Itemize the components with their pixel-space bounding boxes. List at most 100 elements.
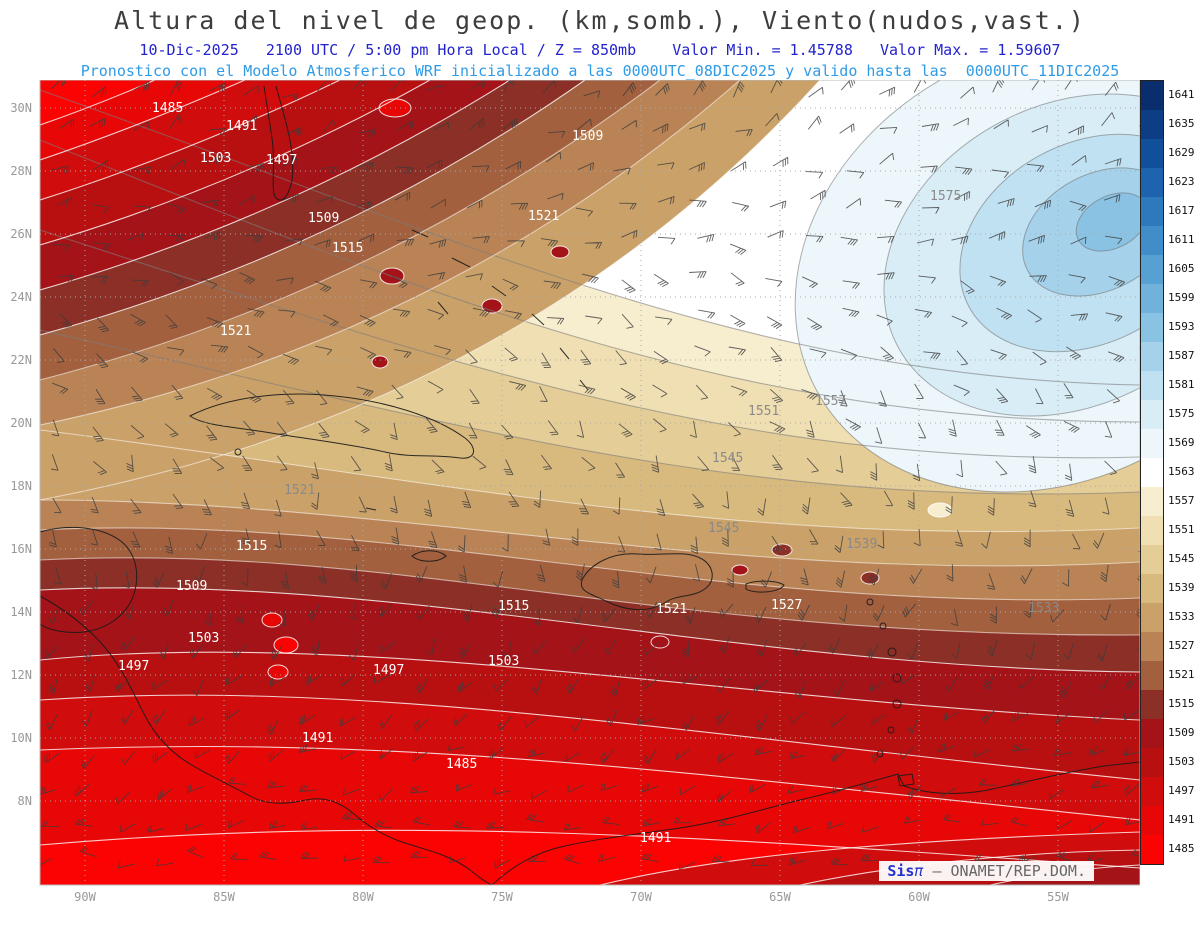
coast-trinidad: [897, 773, 915, 787]
colorbar-label: 1551: [1168, 523, 1195, 536]
contour-line: [599, 831, 1140, 885]
contour-line: [40, 829, 1140, 869]
lat-label: 28N: [10, 164, 32, 178]
coast-jamaica: [411, 550, 447, 562]
contour-label: 1509: [176, 579, 207, 594]
lon-label: 55W: [1047, 890, 1069, 904]
colorbar-label: 1635: [1168, 117, 1195, 130]
contour-label: 1551: [748, 404, 779, 419]
chart-content: 1485 1491 1503 1497 1509 1515 1509 1521 1521 1521…: [0, 80, 1200, 907]
colorbar-swatch: [1141, 487, 1163, 516]
contour-label: 1503: [200, 151, 231, 166]
lat-label: 10N: [10, 731, 32, 745]
map-canvas: 1485 1491 1503 1497 1509 1515 1509 1521 1521 1521…: [10, 80, 1140, 904]
lat-label: 30N: [10, 101, 32, 115]
contour-label: 1491: [226, 119, 257, 134]
colorbar-swatch: [1141, 110, 1163, 139]
colorbar-swatch: [1141, 284, 1163, 313]
colorbar-label: 1491: [1168, 813, 1195, 826]
contour-label: 1497: [266, 153, 297, 168]
contour-line: [40, 89, 1140, 386]
lat-label: 22N: [10, 353, 32, 367]
colorbar-swatch: [1141, 168, 1163, 197]
colorbar-swatch: [1141, 255, 1163, 284]
contour-label: 1503: [488, 654, 519, 669]
coast-antilles: [876, 750, 884, 758]
coast-cayman: [365, 507, 377, 511]
watermark-pi: π: [914, 862, 924, 880]
colorbar-label: 1515: [1168, 697, 1195, 710]
band-high-1593: [1075, 192, 1140, 252]
colorbar-swatch: [1141, 400, 1163, 429]
colorbar-label: 1497: [1168, 784, 1195, 797]
pocket: [771, 543, 793, 557]
contour-line: [40, 527, 1140, 601]
colorbar-label: 1557: [1168, 494, 1195, 507]
colorbar-label: 1605: [1168, 262, 1195, 275]
colorbar-label: 1569: [1168, 436, 1195, 449]
coast-central-america: [40, 595, 493, 885]
chart-subtitle-model: Pronostico con el Modelo Atmosferico WRF…: [80, 62, 1120, 80]
contour-label: 1527: [771, 598, 802, 613]
colorbar-legend: 1641 1635 1629 1623 1617 1611 1605 1599 1593 1587…: [1140, 80, 1195, 865]
lat-label: 18N: [10, 479, 32, 493]
contour-line: [40, 80, 741, 426]
pocket: [261, 612, 283, 628]
pocket: [371, 355, 389, 369]
lon-label: 75W: [491, 890, 513, 904]
coastlines: [40, 85, 1140, 885]
lat-label: 26N: [10, 227, 32, 241]
colorbar-label: 1485: [1168, 842, 1195, 855]
wind-barb-layer: [40, 80, 1140, 871]
contour-line: [40, 694, 1140, 781]
lat-label: 20N: [10, 416, 32, 430]
coast-south-america: [491, 761, 1140, 885]
colorbar-label: 1527: [1168, 639, 1195, 652]
colorbar-label: 1545: [1168, 552, 1195, 565]
contour-line: [40, 557, 1140, 636]
colorbar-swatch: [1141, 545, 1163, 574]
map-border: [39, 80, 1140, 886]
contour-label: 1521: [220, 324, 251, 339]
pocket: [650, 635, 670, 649]
colorbar-swatch: [1141, 371, 1163, 400]
pocket: [860, 571, 880, 585]
contour-label: 1497: [118, 659, 149, 674]
pocket: [731, 564, 749, 576]
colorbar-label: 1581: [1168, 378, 1195, 391]
contour-line: [40, 499, 1140, 567]
map-area: 1485 1491 1503 1497 1509 1515 1509 1521 1521 1521…: [0, 80, 1140, 907]
lon-label: 60W: [908, 890, 930, 904]
lon-label: 80W: [352, 890, 374, 904]
lat-label: 14N: [10, 605, 32, 619]
colorbar-swatch: [1141, 429, 1163, 458]
lon-label: 65W: [769, 890, 791, 904]
colorbar-swatch: [1141, 516, 1163, 545]
colorbar-swatch-column: [1140, 80, 1164, 865]
coast-antilles: [892, 673, 902, 683]
contour-label: 1503: [188, 631, 219, 646]
colorbar-swatch: [1141, 574, 1163, 603]
contour-line: [40, 80, 511, 291]
colorbar-label: 1533: [1168, 610, 1195, 623]
colorbar-swatch: [1141, 632, 1163, 661]
pocket: [273, 636, 299, 654]
colorbar-swatch: [1141, 661, 1163, 690]
coast-antilles: [887, 726, 895, 734]
lat-label: 8N: [18, 794, 32, 808]
contour-label: 1509: [308, 211, 339, 226]
contour-label: 1515: [498, 599, 529, 614]
colorbar-swatch: [1141, 458, 1163, 487]
pocket: [927, 502, 953, 518]
coast-hispaniola: [580, 553, 713, 610]
contour-label: 1491: [302, 731, 333, 746]
chart-header: Altura del nivel de geop. (km,somb.), Vi…: [0, 0, 1200, 80]
chart-subtitle-validtime: 10-Dic-2025 2100 UTC / 5:00 pm Hora Loca…: [139, 41, 1061, 59]
contour-lines: [40, 80, 1140, 885]
contour-line: [40, 229, 1140, 459]
contour-label: 1485: [152, 101, 183, 116]
graticule: [40, 80, 1140, 885]
watermark-sis: Sis: [887, 862, 915, 880]
colorbar-label: 1575: [1168, 407, 1195, 420]
colorbar-label: 1539: [1168, 581, 1195, 594]
